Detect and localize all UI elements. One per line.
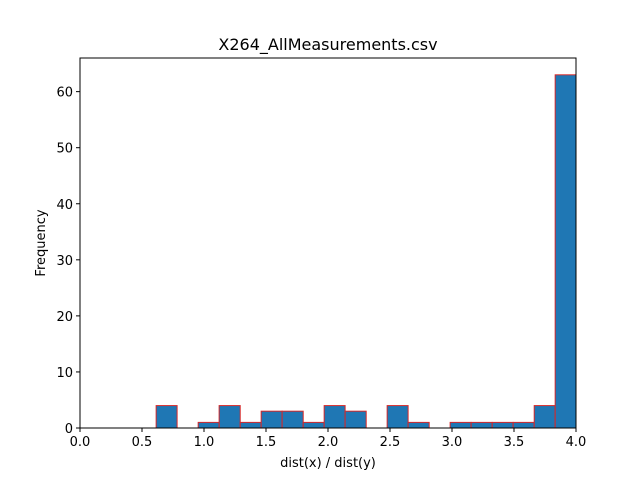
axes-layer: 0.0 0.5 1.0 1.5 2.0 2.5 3.0 3.5 4.0 0 10 20 30 40 50 60 xyxy=(56,57,587,450)
x-tick-label: 1.5 xyxy=(256,435,277,450)
histogram-bar xyxy=(407,421,430,429)
x-tick-label: 2.0 xyxy=(318,435,339,450)
histogram-bar xyxy=(449,421,472,429)
histogram-bar xyxy=(554,74,577,429)
y-tick-label: 60 xyxy=(56,86,73,101)
histogram-bar xyxy=(344,410,367,429)
x-tick-label: 3.5 xyxy=(504,435,525,450)
y-axis-label: Frequency xyxy=(34,209,49,276)
histogram-bar xyxy=(302,421,325,429)
histogram-bar xyxy=(155,405,178,429)
histogram-bar xyxy=(470,421,493,429)
histogram-bar xyxy=(239,421,262,429)
x-tick-label: 4.0 xyxy=(566,435,587,450)
histogram-bar xyxy=(281,410,304,429)
y-tick-label: 0 xyxy=(65,422,73,437)
histogram-bar xyxy=(512,421,535,429)
histogram-bar xyxy=(386,405,409,429)
histogram-bar xyxy=(197,421,220,429)
histogram-bar xyxy=(218,405,241,429)
y-tick-label: 40 xyxy=(56,198,73,213)
y-tick-label: 10 xyxy=(56,366,73,381)
y-tick-label: 30 xyxy=(56,254,73,269)
y-tick-label: 50 xyxy=(56,142,73,157)
x-tick-label: 3.0 xyxy=(442,435,463,450)
histogram-bar xyxy=(323,405,346,429)
histogram-bar xyxy=(491,421,514,429)
x-axis-label: dist(x) / dist(y) xyxy=(280,456,376,471)
histogram-bar xyxy=(260,410,283,429)
x-tick-label: 2.5 xyxy=(380,435,401,450)
histogram-bar xyxy=(533,405,556,429)
x-tick-label: 0.0 xyxy=(70,435,91,450)
x-tick-label: 0.5 xyxy=(132,435,153,450)
y-tick-label: 20 xyxy=(56,310,73,325)
chart-title: X264_AllMeasurements.csv xyxy=(218,35,437,55)
x-tick-label: 1.0 xyxy=(194,435,215,450)
